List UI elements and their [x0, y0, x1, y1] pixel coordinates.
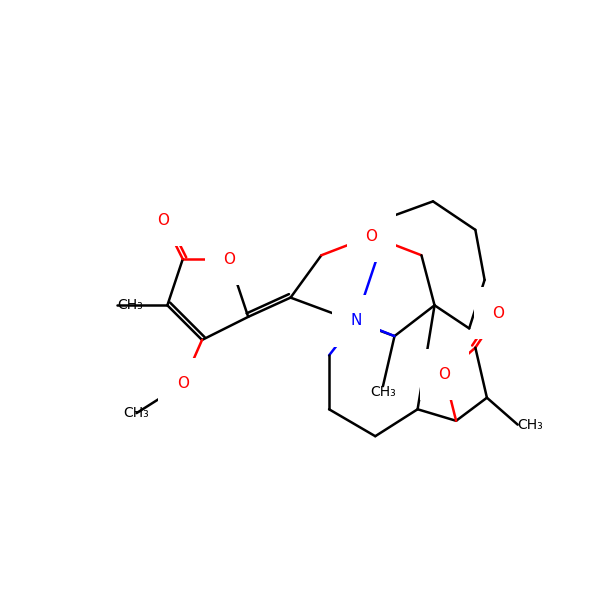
Text: N: N — [350, 313, 362, 328]
Text: CH₃: CH₃ — [124, 406, 149, 420]
Text: O: O — [158, 213, 170, 228]
Text: CH₃: CH₃ — [370, 385, 396, 398]
Text: O: O — [365, 229, 377, 244]
Text: O: O — [223, 251, 235, 266]
Text: O: O — [177, 376, 189, 391]
Text: O: O — [439, 367, 451, 382]
Text: CH₃: CH₃ — [518, 418, 544, 431]
Text: O: O — [493, 305, 505, 320]
Text: CH₃: CH₃ — [118, 298, 143, 313]
